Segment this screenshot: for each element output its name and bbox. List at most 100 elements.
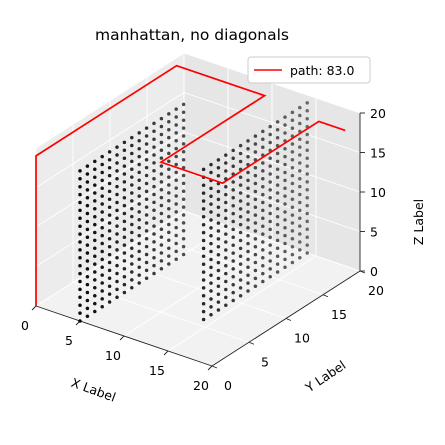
- scatter-point: [144, 173, 149, 178]
- tick-labels: 0 5 10 15 20 0 5 10 15 20 0 5 10 15 20: [21, 106, 386, 393]
- scatter-point: [115, 177, 119, 181]
- x-tick: [31, 305, 37, 311]
- scatter-point: [275, 191, 280, 195]
- scatter-point: [246, 194, 250, 198]
- scatter-point: [290, 252, 295, 257]
- scatter-point: [78, 271, 82, 276]
- scatter-point: [93, 175, 97, 179]
- scatter-point: [201, 270, 206, 274]
- scatter-point: [174, 146, 178, 151]
- scatter-point: [130, 183, 134, 187]
- scatter-point: [107, 165, 112, 170]
- scatter-point: [298, 161, 302, 165]
- scatter-point: [283, 257, 287, 262]
- scatter-point: [167, 262, 171, 266]
- x-tick-label: 5: [65, 333, 73, 348]
- scatter-point: [201, 301, 206, 306]
- scatter-point: [137, 131, 141, 135]
- scatter-point: [201, 183, 206, 187]
- scatter-point: [107, 213, 112, 217]
- scatter-point: [231, 148, 235, 153]
- scatter-point: [93, 183, 97, 187]
- scatter-point: [268, 251, 272, 255]
- scatter-point: [305, 109, 309, 113]
- scatter-point: [152, 137, 156, 141]
- scatter-point: [100, 297, 104, 301]
- scatter-point: [261, 200, 265, 205]
- scatter-point: [209, 273, 213, 277]
- scatter-point: [216, 221, 221, 225]
- scatter-point: [261, 224, 265, 228]
- scatter-point: [268, 156, 272, 160]
- scatter-point: [85, 235, 90, 239]
- scatter-point: [275, 167, 280, 172]
- scatter-point: [275, 246, 280, 251]
- scatter-point: [231, 243, 235, 247]
- scatter-point: [78, 208, 82, 213]
- scatter-point: [78, 184, 82, 189]
- scatter-point: [122, 219, 127, 224]
- scatter-point: [181, 157, 186, 162]
- scatter-point: [100, 202, 104, 206]
- scatter-point: [144, 229, 149, 233]
- scatter-point: [181, 181, 186, 186]
- scatter-point: [115, 145, 119, 149]
- scatter-point: [224, 256, 228, 260]
- scatter-point: [305, 164, 309, 168]
- scatter-point: [224, 185, 228, 189]
- scatter-point: [107, 284, 112, 288]
- scatter-point: [268, 203, 272, 208]
- scatter-point: [283, 210, 287, 214]
- scatter-point: [115, 208, 119, 213]
- scatter-point: [174, 131, 178, 135]
- scatter-point: [290, 197, 295, 202]
- scatter-point: [283, 233, 287, 238]
- scatter-point: [305, 101, 309, 105]
- scatter-point: [78, 263, 82, 268]
- scatter-point: [253, 229, 258, 233]
- scatter-point: [107, 229, 112, 233]
- scatter-point: [275, 238, 280, 243]
- scatter-point: [152, 169, 156, 173]
- scatter-point: [115, 216, 119, 220]
- scatter-point: [159, 211, 164, 216]
- scatter-point: [246, 170, 250, 175]
- scatter-point: [78, 256, 82, 260]
- scatter-point: [268, 219, 272, 224]
- scatter-point: [253, 197, 258, 202]
- scatter-point: [144, 197, 149, 201]
- scatter-point: [122, 251, 127, 255]
- scatter-point: [201, 191, 206, 195]
- scatter-point: [144, 213, 149, 217]
- scatter-point: [100, 265, 104, 269]
- scatter-point: [268, 180, 272, 184]
- scatter-point: [167, 127, 171, 132]
- scatter-point: [174, 154, 178, 159]
- scatter-point: [253, 252, 258, 257]
- scatter-point: [159, 195, 164, 200]
- scatter-point: [231, 298, 235, 303]
- scatter-point: [261, 232, 265, 236]
- scatter-point: [216, 308, 221, 312]
- scatter-point: [152, 121, 156, 126]
- scatter-point: [93, 246, 97, 251]
- scatter-point: [224, 192, 228, 197]
- scatter-point: [85, 251, 90, 255]
- scatter-point: [107, 150, 112, 154]
- scatter-point: [246, 210, 250, 214]
- scatter-point: [85, 164, 90, 168]
- scatter-point: [216, 245, 221, 249]
- scatter-point: [122, 140, 127, 145]
- scatter-point: [268, 267, 272, 271]
- scatter-point: [224, 271, 228, 276]
- scatter-point: [261, 240, 265, 244]
- scatter-point: [85, 172, 90, 176]
- scatter-point: [137, 210, 141, 214]
- scatter-point: [209, 234, 213, 238]
- scatter-point: [152, 184, 156, 189]
- scatter-point: [275, 207, 280, 211]
- scatter-point: [174, 202, 178, 206]
- scatter-point: [130, 254, 134, 258]
- scatter-point: [107, 158, 112, 162]
- scatter-point: [231, 259, 235, 263]
